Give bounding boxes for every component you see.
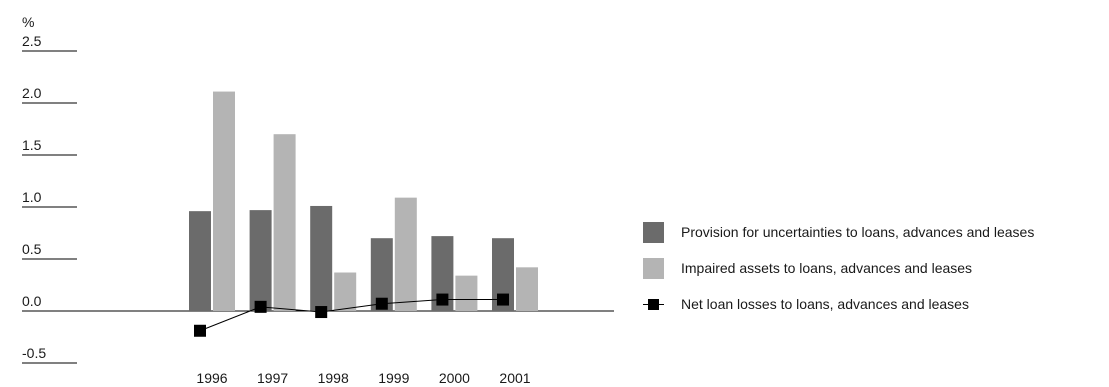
legend-label-impaired: Impaired assets to loans, advances and l… (681, 260, 973, 276)
bar-provision-2000 (431, 236, 454, 311)
net-loan-losses-point-1997 (254, 300, 267, 313)
bar-provision-1997 (249, 210, 272, 311)
y-tick-label: 2.5 (22, 33, 42, 49)
legend-swatch-provision (643, 221, 664, 243)
x-tick-label-1996: 1996 (196, 370, 227, 386)
legend: Provision for uncertainties to loans, ad… (643, 221, 1109, 330)
x-tick-label-1999: 1999 (378, 370, 409, 386)
bar-impaired-2000 (455, 275, 478, 311)
legend-swatch-impaired (643, 257, 664, 279)
x-tick-label-2000: 2000 (439, 370, 470, 386)
x-tick-label-2001: 2001 (499, 370, 530, 386)
x-tick-label-1998: 1998 (318, 370, 349, 386)
legend-label-provision: Provision for uncertainties to loans, ad… (681, 224, 1035, 240)
x-tick-label-1997: 1997 (257, 370, 288, 386)
legend-item-impaired: Impaired assets to loans, advances and l… (643, 257, 1109, 279)
bar-impaired-1998 (334, 272, 357, 311)
legend-label-net-loan-losses: Net loan losses to loans, advances and l… (681, 296, 969, 312)
y-tick-label: 1.0 (22, 189, 42, 205)
y-tick-label: 2.0 (22, 85, 42, 101)
legend-swatch-net-loan-losses (643, 294, 664, 315)
legend-item-provision: Provision for uncertainties to loans, ad… (643, 221, 1109, 243)
y-tick-label: 0.5 (22, 241, 42, 257)
bar-impaired-1996 (213, 91, 235, 311)
bar-impaired-1999 (394, 197, 417, 311)
net-loan-losses-path (199, 299, 503, 332)
y-tick-label: 0.0 (22, 293, 42, 309)
y-unit-label: % (22, 14, 34, 30)
bar-provision-1996 (189, 211, 211, 311)
net-loan-losses-point-1996 (194, 324, 206, 337)
legend-item-net-loan-losses: Net loan losses to loans, advances and l… (643, 294, 1109, 314)
y-axis: 2.5 2.0 1.5 1.0 0.5 0.0 -0.5 (22, 33, 77, 364)
net-loan-losses-point-2000 (436, 293, 449, 306)
y-tick-label: -0.5 (22, 345, 46, 361)
bar-provision-2001 (492, 238, 514, 311)
y-tick-label: 1.5 (22, 137, 42, 153)
net-loan-losses-point-1999 (375, 297, 388, 310)
net-loan-losses-point-2001 (497, 293, 509, 306)
net-loan-losses-line (194, 293, 509, 337)
bars (189, 91, 538, 311)
bar-provision-1999 (370, 238, 393, 311)
net-loan-losses-point-1998 (315, 306, 328, 319)
bar-impaired-2001 (516, 267, 538, 311)
bar-provision-1998 (310, 205, 333, 311)
x-axis: 1996 1997 1998 1999 2000 2001 (196, 370, 530, 386)
bar-impaired-1997 (273, 134, 296, 311)
